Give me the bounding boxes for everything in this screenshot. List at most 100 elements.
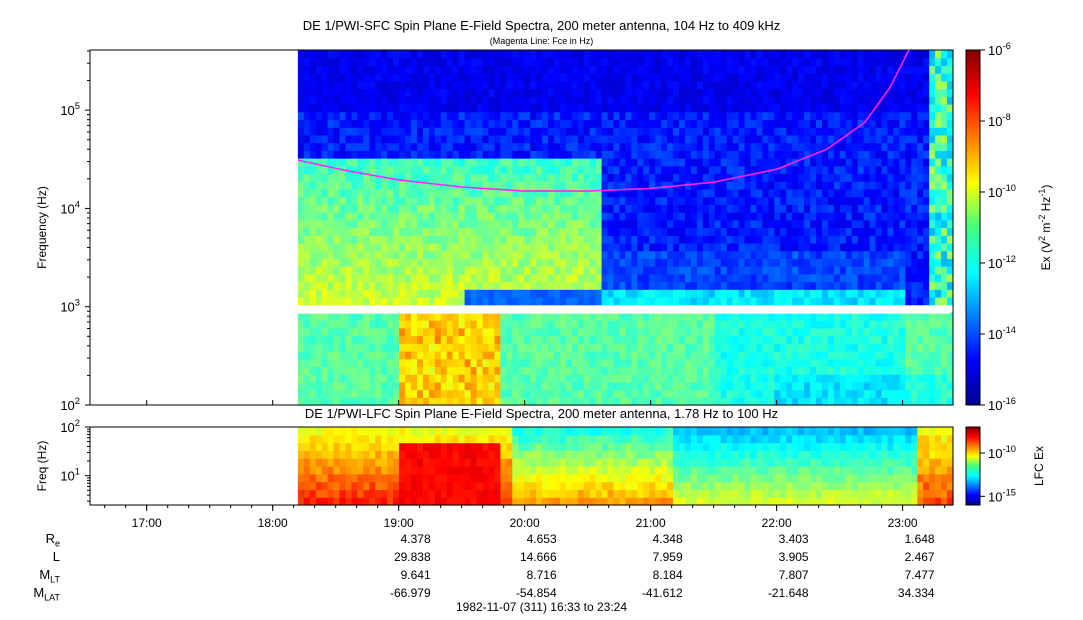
sfc-cell: [786, 119, 793, 128]
sfc-cell: [494, 150, 501, 159]
sfc-cell: [827, 273, 835, 283]
sfc-cell: [333, 374, 341, 383]
sfc-cell: [780, 158, 787, 167]
sfc-cell: [494, 50, 501, 59]
sfc-cell: [428, 196, 436, 205]
sfc-cell: [768, 134, 775, 144]
sfc-cell: [321, 335, 329, 344]
sfc-cell: [405, 50, 412, 59]
sfc-cell: [732, 196, 740, 205]
sfc-cell: [887, 343, 895, 352]
sfc-cell: [732, 204, 740, 213]
sfc-cell: [321, 158, 329, 167]
sfc-cell: [750, 258, 758, 267]
sfc-cell: [416, 212, 424, 221]
sfc-cell: [649, 188, 656, 198]
sfc-cell: [458, 204, 466, 213]
sfc-cell: [327, 320, 335, 329]
sfc-cell: [357, 312, 364, 321]
sfc-cell: [315, 188, 323, 198]
sfc-cell: [684, 219, 692, 229]
sfc-cell: [875, 173, 883, 182]
sfc-cell: [327, 374, 335, 383]
sfc-cell: [911, 289, 918, 298]
sfc-cell: [714, 273, 722, 283]
sfc-cell: [506, 57, 513, 67]
sfc-cell: [762, 119, 769, 128]
sfc-cell: [458, 104, 466, 113]
sfc-cell: [309, 335, 317, 344]
sfc-cell: [458, 50, 466, 59]
sfc-cell: [625, 366, 632, 375]
sfc-cell: [786, 158, 793, 167]
sfc-cell: [893, 289, 900, 298]
sfc-cell: [702, 119, 710, 128]
sfc-cell: [917, 350, 924, 360]
sfc-cell: [363, 165, 370, 175]
sfc-cell: [363, 173, 370, 182]
sfc-cell: [929, 158, 936, 167]
sfc-cell: [863, 258, 871, 267]
sfc-cell: [333, 165, 341, 175]
sfc-cell: [595, 258, 603, 267]
sfc-cell: [548, 327, 555, 337]
sfc-cell: [363, 104, 370, 113]
sfc-cell: [440, 227, 448, 236]
sfc-cell: [929, 88, 936, 97]
sfc-cell: [845, 96, 853, 105]
lfc-cell: [297, 466, 305, 475]
sfc-cell: [863, 219, 871, 229]
sfc-cell: [923, 57, 930, 67]
sfc-cell: [464, 196, 472, 205]
sfc-cell: [553, 212, 561, 221]
sfc-cell: [696, 88, 704, 97]
sfc-cell: [714, 296, 722, 306]
sfc-cell: [422, 65, 430, 74]
sfc-cell: [583, 212, 591, 221]
sfc-cell: [631, 350, 638, 360]
sfc-cell: [399, 266, 406, 275]
sfc-cell: [684, 312, 692, 321]
sfc-cell: [333, 134, 341, 144]
sfc-cell: [923, 397, 930, 406]
sfc-cell: [315, 227, 323, 236]
sfc-cell: [363, 150, 370, 159]
sfc-cell: [553, 258, 561, 267]
sfc-cell: [839, 111, 847, 121]
sfc-cell: [452, 188, 460, 198]
sfc-cell: [935, 296, 942, 306]
sfc-cell: [303, 212, 311, 221]
sfc-cell: [536, 142, 543, 151]
sfc-cell: [315, 389, 323, 398]
sfc-cell: [536, 57, 543, 67]
sfc-cell: [375, 165, 382, 175]
sfc-cell: [327, 73, 335, 82]
sfc-cell: [899, 142, 906, 151]
sfc-cell: [351, 289, 359, 298]
sfc-cell: [637, 188, 644, 198]
sfc-cell: [625, 57, 632, 67]
sfc-cell: [440, 50, 448, 59]
sfc-cell: [530, 188, 537, 198]
sfc-cell: [696, 258, 704, 267]
sfc-cell: [726, 242, 734, 252]
sfc-cell: [762, 289, 769, 298]
sfc-cell: [577, 127, 585, 136]
sfc-cell: [845, 57, 853, 67]
sfc-cell: [387, 219, 394, 229]
sfc-cell: [506, 173, 513, 182]
sfc-cell: [792, 165, 799, 175]
sfc-cell: [428, 335, 436, 344]
sfc-cell: [512, 165, 519, 175]
sfc-cell: [935, 350, 942, 360]
sfc-cell: [833, 397, 841, 406]
sfc-cell: [339, 158, 347, 167]
sfc-cell: [857, 173, 865, 182]
sfc-cell: [750, 242, 758, 252]
sfc-cell: [798, 119, 805, 128]
sfc-cell: [839, 80, 847, 90]
sfc-cell: [679, 158, 686, 167]
sfc-cell: [911, 397, 918, 406]
sfc-cell: [333, 281, 341, 290]
sfc-cell: [702, 204, 710, 213]
